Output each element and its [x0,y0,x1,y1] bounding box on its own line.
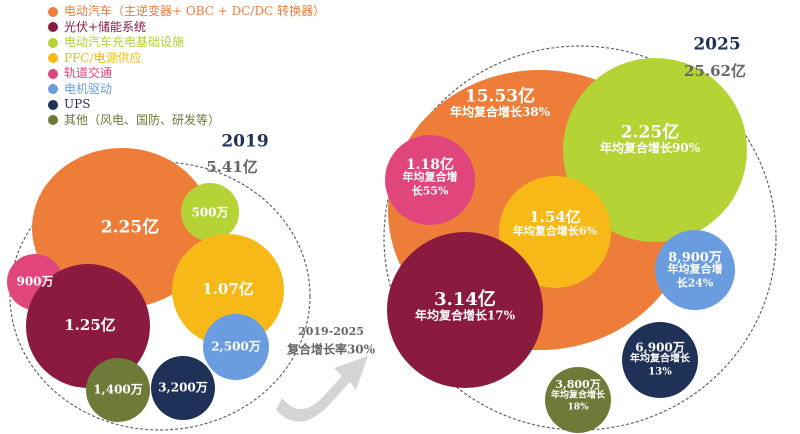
bubble-2025 [622,322,698,398]
group-frame-2025 [383,45,777,431]
bubble-2019 [172,234,284,346]
legend-swatch [48,115,58,126]
arrow-label: 复合增长率30% [286,342,376,357]
legend-label: 轨道交通 [64,66,113,80]
bubble-growth: 年均复合增长17% [415,308,516,323]
bubble-value: 3,800万 [555,378,600,391]
legend-entry: 轨道交通 [48,66,325,82]
growth-arrow-icon [276,356,368,422]
bubble-2025 [499,176,611,288]
bubble-value: 2,500万 [211,340,261,354]
legend-swatch [48,6,58,17]
bubble-value: 1.07亿 [202,280,254,298]
bubble-2025 [545,367,611,433]
bubble-growth: 年均复合增 [403,170,458,184]
legend-entry: 电机驱动 [48,82,325,98]
group-frame-2019 [9,161,311,431]
arrow-period: 2019-2025 [298,325,364,338]
legend-label: 光伏+储能系统 [64,19,147,34]
bubble-growth: 年均复合增长90% [600,140,701,155]
bubble-value: 8,900万 [668,251,722,266]
bubble-2025 [655,230,735,310]
legend-label: 其他（风电、国防、研发等） [64,112,221,127]
legend-label: 电动汽车充电基础设施 [64,35,185,49]
legend-entry: 电动汽车充电基础设施 [48,35,325,51]
bubble-growth: 年均复合增长38% [450,104,551,119]
group-year: 2025 [693,35,740,55]
group-total: 25.62亿 [684,62,746,80]
legend-entry: UPS [48,97,325,113]
legend-swatch [48,53,58,64]
bubble-2019 [86,358,150,422]
bubble-2019 [26,264,150,388]
bubble-growth: 年均复合增长6% [513,224,598,238]
bubble-growth: 长24% [677,276,714,290]
legend-swatch [48,22,58,33]
legend-label: 电机驱动 [64,81,113,96]
bubble-growth: 13% [648,366,672,377]
group-year: 2019 [221,132,268,152]
bubble-value: 1,400万 [93,383,143,397]
legend-swatch [48,68,58,79]
bubble-value: 1.18亿 [406,156,454,173]
legend-entry: PFC/电源供应 [48,51,325,67]
bubble-value: 2.25亿 [621,122,679,143]
legend-entry: 电动汽车（主逆变器+ OBC + DC/DC 转换器） [48,4,325,20]
bubble-2025 [385,135,475,225]
legend-entry: 光伏+储能系统 [48,20,325,36]
bubble-2025 [387,232,543,388]
bubble-value: 2.25亿 [101,217,159,238]
bubble-growth: 年均复合增长 [630,351,691,364]
bubble-value: 500万 [191,206,228,220]
bubble-growth: 年均复合增长 [551,388,606,400]
bubble-value: 3,200万 [158,381,208,395]
bubble-growth: 长55% [412,184,449,198]
bubble-growth: 18% [567,402,589,412]
bubble-2025 [563,58,747,242]
legend: 电动汽车（主逆变器+ OBC + DC/DC 转换器） 光伏+储能系统 电动汽车充电… [48,4,325,128]
legend-swatch [48,84,58,95]
legend-swatch [48,99,58,110]
legend-entry: 其他（风电、国防、研发等） [48,113,325,129]
legend-label: 电动汽车（主逆变器+ OBC + DC/DC 转换器） [64,4,326,18]
legend-swatch [48,37,58,48]
group-total: 5.41亿 [206,158,258,176]
bubble-value: 3.14亿 [434,288,496,310]
bubble-value: 1.25亿 [64,316,116,334]
bubble-2019 [151,356,215,420]
legend-label: PFC/电源供应 [64,50,142,65]
bubble-value: 15.53亿 [465,86,535,107]
legend-label: UPS [64,97,91,111]
bubble-value: 900万 [16,275,53,289]
bubble-2019 [181,183,239,241]
bubble-value: 6,900万 [635,341,685,355]
bubble-2019 [203,314,269,380]
bubble-value: 1.54亿 [529,208,581,226]
bubble-growth: 年均复合增 [668,262,723,276]
